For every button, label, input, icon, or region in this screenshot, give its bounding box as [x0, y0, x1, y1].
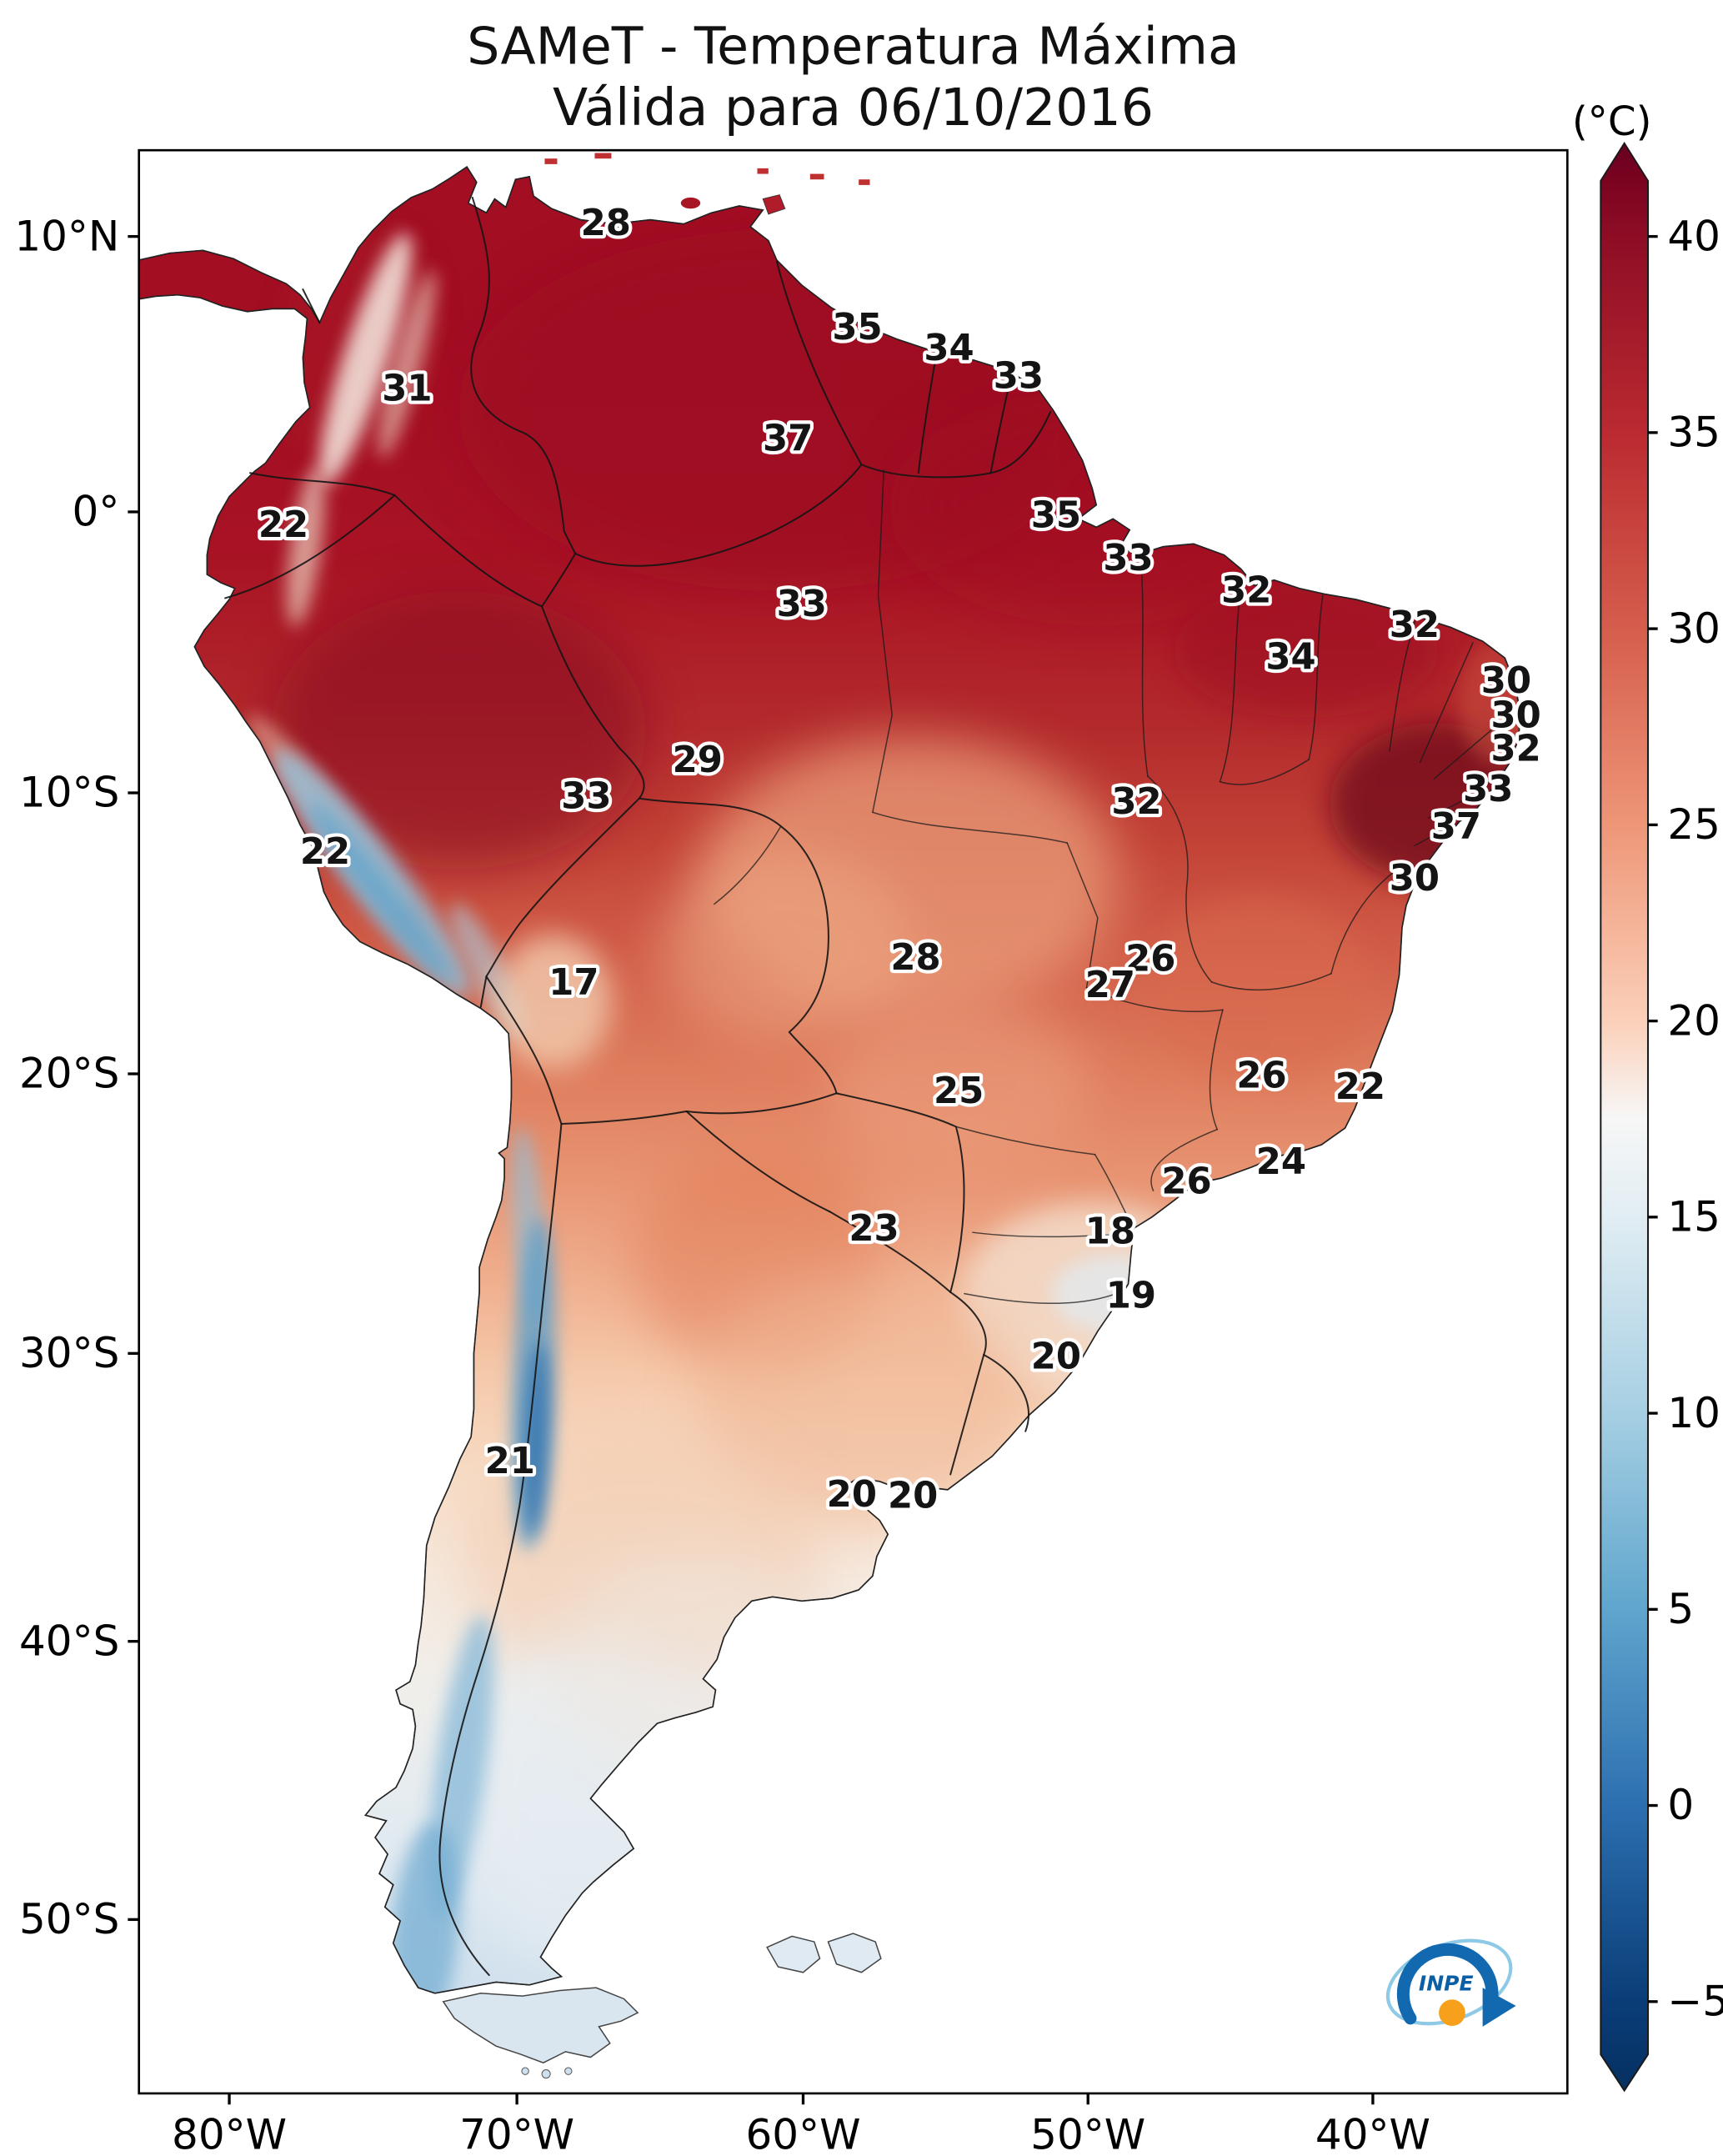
latitude-label: 40°S [19, 1617, 119, 1665]
temperature-value-label: 34 [1265, 636, 1315, 678]
falkland-east [827, 1933, 882, 1973]
temperature-value-label: 33 [994, 355, 1044, 397]
logo-orange-dot [1439, 1999, 1465, 2027]
longitude-label: 60°W [745, 2111, 860, 2156]
temperature-value-label: 21 [485, 1441, 535, 1482]
temperature-value-label: 20 [1031, 1336, 1081, 1378]
temperature-value-label: 33 [561, 775, 611, 817]
latitude-label: 50°S [19, 1895, 119, 1943]
latitude-label: 0° [73, 488, 120, 536]
colorbar-tick-label: 30 [1667, 604, 1720, 653]
temperature-value-label: 22 [300, 831, 350, 873]
colorbar-tick-label: 20 [1667, 996, 1720, 1045]
temperature-value-label: 27 [1085, 965, 1135, 1006]
colorbar-tick-label: 40 [1667, 212, 1720, 260]
temperature-value-label: 35 [832, 307, 882, 348]
temperature-value-label: 31 [382, 368, 432, 409]
latitude-label: 10°N [14, 212, 119, 260]
longitude-label: 80°W [172, 2111, 287, 2156]
temperature-value-label: 23 [849, 1208, 899, 1250]
figure-title: SAMeT - Temperatura Máxima [467, 17, 1240, 77]
colorbar-tick-label: 10 [1667, 1389, 1720, 1437]
temperature-value-label: 34 [924, 328, 974, 369]
temperature-value-label: 32 [1221, 569, 1271, 611]
temperature-value-label: 26 [1236, 1055, 1286, 1097]
colorbar-tick-label: 35 [1667, 409, 1720, 457]
falkland-west [766, 1935, 821, 1973]
temperature-value-label: 29 [673, 740, 723, 781]
temperature-value-label: 35 [1031, 494, 1081, 536]
islands [442, 153, 882, 2079]
latitude-label: 10°S [19, 769, 119, 817]
colorbar-tick-label: 0 [1667, 1781, 1694, 1829]
temperature-value-label: 30 [1490, 695, 1540, 737]
margarita [680, 197, 701, 209]
temperature-value-label: 26 [1125, 939, 1175, 980]
temperature-value-label: 20 [888, 1476, 938, 1517]
temperature-value-label: 32 [1111, 781, 1161, 823]
colorbar-ticks-layer: 40 35 30 25 20 15 10 5 0 −5 [1647, 212, 1723, 2025]
tierra-del-fuego [442, 1987, 639, 2064]
temperature-value-label: 18 [1085, 1211, 1135, 1253]
temperature-value-label: 30 [1481, 660, 1531, 702]
temperature-value-label: 19 [1106, 1275, 1156, 1316]
colorbar-tick-label: 5 [1667, 1585, 1694, 1633]
temperature-value-label: 32 [1390, 604, 1440, 646]
colorbar [1600, 141, 1649, 2093]
logo-text: INPE [1419, 1971, 1474, 1995]
temperature-value-label: 20 [827, 1474, 877, 1516]
latitude-label: 30°S [19, 1329, 119, 1377]
state-borders [714, 469, 1510, 1305]
colorbar-tick-label: −5 [1667, 1977, 1723, 2025]
temperature-value-label: 24 [1256, 1141, 1306, 1183]
longitude-label: 70°W [459, 2111, 574, 2156]
temperature-value-label: 22 [1335, 1066, 1385, 1108]
temperature-value-label: 26 [1161, 1161, 1211, 1202]
longitude-axis: 80°W 70°W 60°W 50°W 40°W [172, 2093, 1430, 2156]
colorbar-unit-label: (°C) [1572, 98, 1652, 145]
logo-arrow-swoosh [1396, 1943, 1499, 2025]
longitude-label: 40°W [1315, 2111, 1430, 2156]
longitude-label: 50°W [1030, 2111, 1145, 2156]
latitude-axis: 10°N 0° 10°S 20°S 30°S 40°S 50°S [14, 212, 139, 1943]
temperature-value-label: 25 [934, 1070, 984, 1112]
inpe-logo: INPE [1385, 1938, 1516, 2027]
figure-subtitle: Válida para 06/10/2016 [553, 78, 1154, 138]
colorbar-tick-label: 25 [1667, 800, 1720, 849]
temperature-value-label: 22 [258, 504, 308, 546]
latitude-label: 20°S [19, 1050, 119, 1098]
temperature-value-label: 33 [1103, 538, 1153, 579]
country-borders [224, 196, 1052, 1977]
temperature-value-label: 28 [890, 937, 940, 979]
temperature-value-label: 32 [1490, 729, 1540, 770]
temperature-value-label: 37 [1431, 806, 1481, 848]
colorbar-tick-label: 15 [1667, 1193, 1720, 1241]
temperature-value-label: 37 [763, 419, 813, 460]
trinidad [762, 194, 786, 215]
temperature-value-label: 33 [1463, 769, 1513, 810]
map-frame [138, 148, 1569, 2095]
temperature-value-label: 28 [581, 203, 631, 244]
logo-arrow-head [1482, 1988, 1516, 2027]
temperature-value-label: 30 [1390, 858, 1440, 900]
temperature-value-label: 33 [777, 584, 827, 625]
temperature-value-label: 17 [548, 962, 599, 1004]
